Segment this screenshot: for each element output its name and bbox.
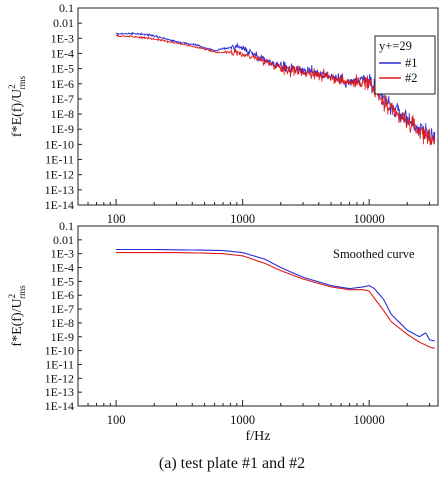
y-tick-label: 0.01: [53, 233, 74, 247]
y-tick-label: 1E-7: [51, 92, 74, 106]
y-tick-label: 0.01: [53, 16, 74, 30]
x-axis-label: f/Hz: [246, 429, 271, 444]
y-tick-label: 1E-3: [51, 31, 74, 45]
figure-caption: (a) test plate #1 and #2: [159, 455, 305, 472]
y-tick-label: 1E-12: [45, 168, 74, 182]
y-tick-label: 1E-13: [45, 183, 74, 197]
legend-entry: #2: [405, 71, 418, 85]
y-axis-label: f*E(f)/U2rms: [7, 285, 27, 347]
x-tick-label: 1000: [230, 413, 255, 427]
y-axis-label: f*E(f)/U2rms: [7, 75, 27, 137]
series-line-2: [116, 252, 435, 349]
y-tick-label: 1E-8: [51, 107, 74, 121]
legend-entry: #1: [405, 56, 418, 70]
y-tick-label: 0.1: [59, 219, 74, 233]
annotation-text: Smoothed curve: [333, 247, 415, 261]
plot-frame: [77, 225, 439, 407]
legend-box: [374, 35, 436, 95]
y-tick-label: 1E-4: [51, 261, 74, 275]
y-tick-label: 1E-9: [51, 122, 74, 136]
y-tick-label: 1E-8: [51, 316, 74, 330]
x-tick-label: 10000: [354, 413, 385, 427]
y-tick-label: 1E-3: [51, 247, 74, 261]
y-tick-label: 1E-11: [45, 153, 74, 167]
x-tick-label: 100: [107, 212, 126, 226]
spectrum-chart-bottom: 1E-141E-131E-121E-111E-101E-91E-81E-71E-…: [7, 219, 439, 444]
y-tick-label: 1E-10: [45, 137, 74, 151]
y-tick-label: 1E-10: [45, 344, 74, 358]
y-tick-label: 1E-5: [51, 62, 74, 76]
y-tick-label: 1E-6: [51, 77, 74, 91]
plot-frame: [77, 7, 439, 206]
y-tick-label: 1E-9: [51, 330, 74, 344]
y-tick-label: 1E-7: [51, 302, 74, 316]
y-tick-label: 1E-13: [45, 385, 74, 399]
series-line-2: [115, 33, 436, 146]
y-tick-label: 0.1: [59, 1, 74, 15]
x-tick-label: 100: [107, 413, 126, 427]
y-tick-label: 1E-6: [51, 288, 74, 302]
y-tick-label: 1E-11: [45, 357, 74, 371]
legend-title: y+=29: [379, 39, 412, 53]
spectrum-chart-top: 1E-141E-131E-121E-111E-101E-91E-81E-71E-…: [7, 1, 439, 226]
y-tick-label: 1E-14: [45, 399, 74, 413]
y-tick-label: 1E-14: [45, 198, 74, 212]
series-line-1: [116, 248, 435, 342]
y-tick-label: 1E-12: [45, 371, 74, 385]
x-tick-label: 10000: [354, 212, 385, 226]
x-tick-label: 1000: [230, 212, 255, 226]
y-tick-label: 1E-4: [51, 46, 74, 60]
y-tick-label: 1E-5: [51, 274, 74, 288]
